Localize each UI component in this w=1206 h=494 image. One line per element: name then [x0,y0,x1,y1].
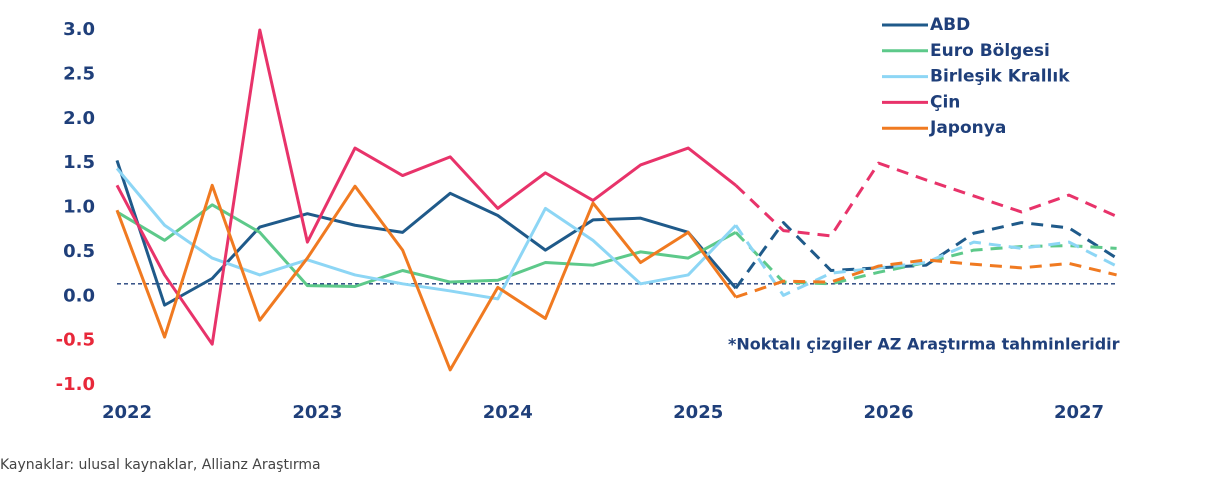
x-tick-label: 2022 [102,402,152,423]
series-line [115,183,738,372]
forecast-line [734,221,1118,290]
forecast-line [734,161,1118,238]
y-tick-label: 2.0 [63,108,95,129]
source: Kaynaklar: ulusal kaynaklar, Allianz Ara… [0,457,321,473]
series-line [116,203,737,288]
x-tick-label: 2027 [1054,402,1104,423]
x-tick-label: 2024 [483,402,533,423]
y-tick-label: 0.0 [63,285,95,306]
legend-label: ABD [930,15,970,35]
x-tick-label: 2025 [673,402,723,423]
y-tick-label: 2.5 [63,63,95,84]
series-line [115,28,737,346]
annotation: *Noktalı çizgiler AZ Araştırma tahminler… [728,335,1120,354]
series-line [115,167,737,301]
y-tick-label: 0.5 [63,241,95,262]
legend-label: Japonya [929,118,1006,138]
series-line [115,159,737,307]
forecast-line [735,258,1117,299]
legend-label: Çin [930,92,960,112]
legend-label: Euro Bölgesi [930,41,1050,61]
y-tick-label: -0.5 [56,330,95,351]
forecast-line [734,231,1117,286]
x-tick-label: 2026 [864,402,914,423]
legend-label: Birleşik Krallık [930,67,1070,87]
forecast-line [734,224,1118,297]
y-tick-label: 1.5 [63,152,95,173]
y-tick-label: 1.0 [63,197,95,218]
y-tick-label: 3.0 [63,19,95,40]
y-tick-label: -1.0 [56,374,95,395]
x-tick-label: 2023 [292,402,342,423]
